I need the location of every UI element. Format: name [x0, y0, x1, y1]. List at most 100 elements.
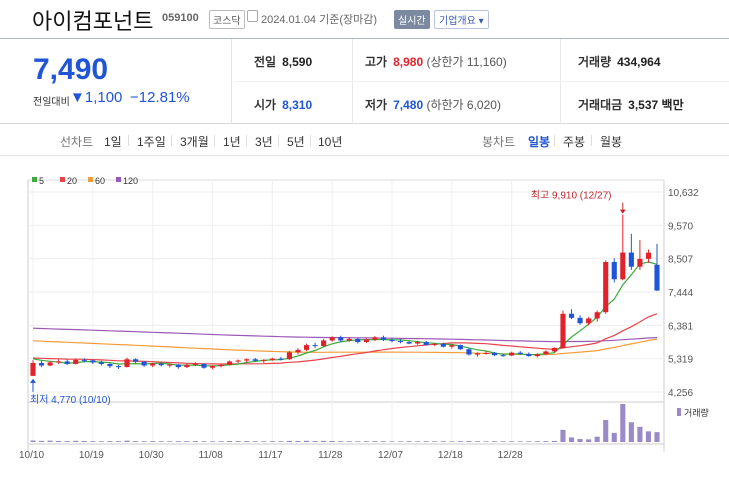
candle-body — [620, 252, 626, 280]
candle-body — [380, 337, 387, 340]
high-price: 고가 8,980 (상한가 11,160) — [365, 53, 507, 70]
candle-body — [423, 342, 429, 345]
candlestick-chart[interactable]: 10,632 9,570 8,507 7,444 6,381 5,319 4,256 10/1… — [0, 156, 729, 480]
volume-bar — [244, 441, 250, 442]
volume-bar — [560, 429, 566, 442]
trade-value-label: 거래대금 — [578, 98, 623, 112]
candle-body — [355, 338, 361, 342]
candle-body — [474, 353, 481, 355]
tab-monthly[interactable]: 월봉 — [600, 135, 623, 149]
high-annotation: 최고 9,910 (12/27) — [531, 190, 612, 202]
candle-body — [209, 366, 216, 368]
candle-body — [526, 353, 532, 357]
ma5-line — [32, 261, 658, 367]
volume-bar — [175, 441, 181, 442]
candle-body — [543, 351, 549, 355]
trade-value-unit: 백만 — [661, 98, 684, 112]
volume-bar — [466, 441, 472, 442]
low-annotation: 최저 4,770 (10/10) — [30, 394, 111, 406]
y-tick-label: 9,570 — [668, 221, 693, 232]
candle-body — [509, 352, 515, 356]
candle-body — [654, 264, 660, 291]
tab-weekly[interactable]: 주봉 — [563, 135, 586, 149]
candle-body — [81, 359, 87, 361]
volume-bar — [500, 441, 506, 442]
y-tick-label: 6,381 — [668, 321, 693, 332]
prev-close-label: 전일 — [254, 55, 277, 69]
x-tick-label: 11/28 — [318, 450, 343, 461]
candle-body — [150, 363, 156, 366]
volume-bar — [355, 441, 361, 442]
tab-1year[interactable]: 1년 — [223, 135, 241, 149]
candle-body — [38, 363, 45, 366]
volume-bar — [654, 432, 660, 442]
high-arrow-head — [619, 209, 626, 214]
realtime-button[interactable]: 실시간 — [394, 10, 430, 29]
tab-5year[interactable]: 5년 — [287, 135, 305, 149]
volume-bar — [611, 432, 617, 442]
volume-bar — [586, 439, 592, 442]
volume-value: 434,964 — [617, 55, 661, 69]
company-info-button[interactable]: 기업개요 ▾ — [434, 10, 489, 29]
volume-bar — [432, 441, 438, 442]
tab-1day[interactable]: 1일 — [104, 135, 122, 149]
candle-body — [645, 252, 652, 259]
candle-body — [551, 347, 557, 352]
candle-body — [303, 345, 310, 350]
candle-body — [329, 337, 335, 341]
volume-bar — [235, 441, 241, 442]
candle-body — [244, 359, 250, 361]
volume-bar — [534, 441, 540, 442]
divider — [278, 135, 279, 146]
legend-swatch — [116, 177, 121, 182]
candle-body — [577, 317, 583, 324]
low-arrow-head — [30, 378, 36, 383]
volume-bar — [201, 441, 207, 442]
candle-body — [133, 359, 139, 362]
volume-bar — [312, 441, 318, 442]
lower-limit: (하한가 6,020) — [426, 98, 501, 112]
candle-body — [415, 342, 421, 344]
candle-body — [47, 362, 53, 366]
x-tick-label: 12/28 — [498, 450, 523, 461]
price-box: 7,490 전일대비 ▼1,100 −12.81% — [26, 39, 232, 124]
y-tick-label: 4,256 — [668, 388, 693, 399]
tab-daily[interactable]: 일봉 — [528, 135, 551, 149]
legend-label: 120 — [123, 176, 138, 186]
candle-body — [201, 363, 207, 368]
candle-body — [534, 354, 540, 357]
volume-label: 거래량 — [578, 55, 612, 69]
candle-body — [184, 364, 190, 368]
volume-bar — [372, 441, 378, 442]
low-value: 7,480 — [393, 98, 424, 112]
candle-body — [218, 364, 224, 367]
volume-bar — [286, 440, 293, 442]
tab-1week[interactable]: 1주일 — [137, 135, 166, 149]
volume-bar — [56, 440, 62, 442]
candle-body — [492, 352, 498, 356]
candle-body — [192, 363, 198, 365]
divider — [310, 135, 311, 146]
volume-bar — [30, 440, 36, 442]
open-value: 8,310 — [282, 98, 313, 112]
candle-body — [586, 318, 592, 324]
change-percent: −12.81% — [130, 89, 190, 106]
volume-bar — [423, 441, 429, 442]
volume-bar — [449, 441, 455, 442]
upper-limit: (상한가 11,160) — [426, 55, 507, 69]
tab-3month[interactable]: 3개월 — [180, 135, 209, 149]
volume-label: 거래량 — [684, 407, 709, 418]
candle-body — [252, 359, 258, 361]
candle-body — [295, 349, 301, 353]
candle-body — [466, 349, 472, 355]
candle-body — [568, 313, 575, 318]
volume-bar — [603, 419, 609, 442]
x-tick-label: 11/17 — [258, 450, 283, 461]
legend-swatch — [60, 177, 65, 182]
volume-bar — [269, 441, 275, 442]
tab-10year[interactable]: 10년 — [318, 135, 343, 149]
divider — [214, 135, 215, 146]
tab-3year[interactable]: 3년 — [255, 135, 273, 149]
trade-value-value: 3,537 — [628, 98, 659, 112]
volume-bar — [509, 441, 515, 442]
